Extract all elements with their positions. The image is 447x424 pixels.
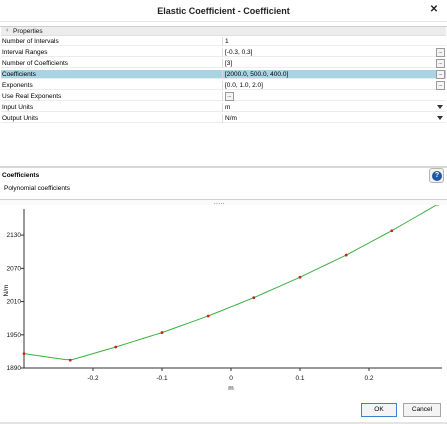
category-label: Properties <box>13 28 43 35</box>
x-tick-label: 0.1 <box>295 375 304 382</box>
property-name: Number of Intervals <box>2 38 59 45</box>
collapse-icon[interactable]: ♀ <box>5 28 10 34</box>
property-name: Input Units <box>2 104 34 111</box>
data-point <box>298 275 302 279</box>
row-interval-ranges[interactable]: Interval Ranges [-0.3, 0.3] ... <box>1 48 446 57</box>
column-divider <box>222 92 223 101</box>
help-description: Polynomial coefficients <box>4 185 70 192</box>
ellipsis-button[interactable]: ... <box>436 48 445 57</box>
property-value[interactable]: [-0.3, 0.3] <box>225 49 253 56</box>
dialog-button-bar: OK Cancel <box>0 396 447 424</box>
coefficient-chart: 1890 1950 2010 2070 2130 -0.2 -0.1 0 0.1 0.2 m N/m <box>3 205 442 392</box>
row-use-real-exponents[interactable]: Use Real Exponents ... <box>1 92 446 101</box>
property-name: Number of Coefficients <box>2 60 68 67</box>
y-tick-label: 1950 <box>7 332 22 339</box>
x-tick-label: 0.2 <box>364 375 373 382</box>
panel-splitter[interactable]: ..... <box>0 199 447 206</box>
properties-category[interactable]: ♀ Properties <box>1 27 446 36</box>
property-name: Coefficients <box>2 71 36 78</box>
column-divider <box>222 59 223 68</box>
y-tick-label: 2070 <box>7 265 22 272</box>
property-name: Output Units <box>2 115 39 122</box>
row-output-units[interactable]: Output Units N/m <box>1 114 446 123</box>
data-point <box>436 205 440 206</box>
data-point <box>390 229 394 233</box>
property-value[interactable]: 1 <box>225 38 229 45</box>
y-tick-label: 1890 <box>7 365 22 372</box>
ellipsis-button[interactable]: ... <box>436 59 445 68</box>
data-point <box>206 314 210 318</box>
help-button[interactable]: ? <box>429 168 444 183</box>
x-tick-label: -0.1 <box>156 375 168 382</box>
column-divider <box>222 114 223 123</box>
row-input-units[interactable]: Input Units m <box>1 103 446 112</box>
section-divider <box>0 166 447 168</box>
column-divider <box>222 48 223 57</box>
property-name: Exponents <box>2 82 33 89</box>
property-name: Use Real Exponents <box>2 93 62 100</box>
column-divider <box>222 37 223 46</box>
property-name: Interval Ranges <box>2 49 48 56</box>
property-value[interactable]: [2000.0, 500.0, 400.0] <box>225 71 289 78</box>
data-point <box>252 296 256 300</box>
column-divider <box>222 70 223 79</box>
y-tick-label: 2130 <box>7 232 22 239</box>
output-units-select[interactable]: N/m <box>225 115 237 122</box>
help-panel: Coefficients Polynomial coefficients ? <box>0 168 447 198</box>
window-title: Elastic Coefficient - Coefficient <box>157 6 290 16</box>
data-point <box>68 358 72 362</box>
use-real-exponents-button[interactable]: ... <box>225 92 234 101</box>
row-number-of-coefficients[interactable]: Number of Coefficients [3] ... <box>1 59 446 68</box>
ellipsis-button[interactable]: ... <box>436 81 445 90</box>
row-coefficients[interactable]: Coefficients [2000.0, 500.0, 400.0] ... <box>1 70 446 79</box>
data-point <box>344 253 348 257</box>
y-tick-label: 2010 <box>7 299 22 306</box>
data-point <box>114 345 118 349</box>
ellipsis-button[interactable]: ... <box>436 70 445 79</box>
x-tick-label: 0 <box>229 375 233 382</box>
property-value[interactable]: [3] <box>225 60 233 67</box>
property-grid: ♀ Properties Number of Intervals 1 Inter… <box>0 26 447 164</box>
chevron-down-icon[interactable] <box>437 116 443 120</box>
title-bar: Elastic Coefficient - Coefficient ✕ <box>0 0 447 22</box>
column-divider <box>222 103 223 112</box>
property-value[interactable]: [0.0, 1.0, 2.0] <box>225 82 263 89</box>
x-axis-label: m <box>228 385 233 392</box>
cancel-button[interactable]: Cancel <box>403 403 441 417</box>
help-title: Coefficients <box>2 172 40 179</box>
close-icon[interactable]: ✕ <box>429 4 439 15</box>
chevron-down-icon[interactable] <box>437 105 443 109</box>
y-axis-label: N/m <box>3 285 10 297</box>
data-point <box>160 331 164 334</box>
bottom-border <box>0 422 447 424</box>
row-exponents[interactable]: Exponents [0.0, 1.0, 2.0] ... <box>1 81 446 90</box>
data-point <box>22 352 26 356</box>
x-tick-label: -0.2 <box>87 375 99 382</box>
question-icon: ? <box>432 171 442 181</box>
series-line <box>23 205 438 361</box>
input-units-select[interactable]: m <box>225 104 231 111</box>
ok-button[interactable]: OK <box>361 403 397 417</box>
grip-icon[interactable]: ..... <box>214 200 225 206</box>
column-divider <box>222 81 223 90</box>
row-number-of-intervals[interactable]: Number of Intervals 1 <box>1 37 446 46</box>
